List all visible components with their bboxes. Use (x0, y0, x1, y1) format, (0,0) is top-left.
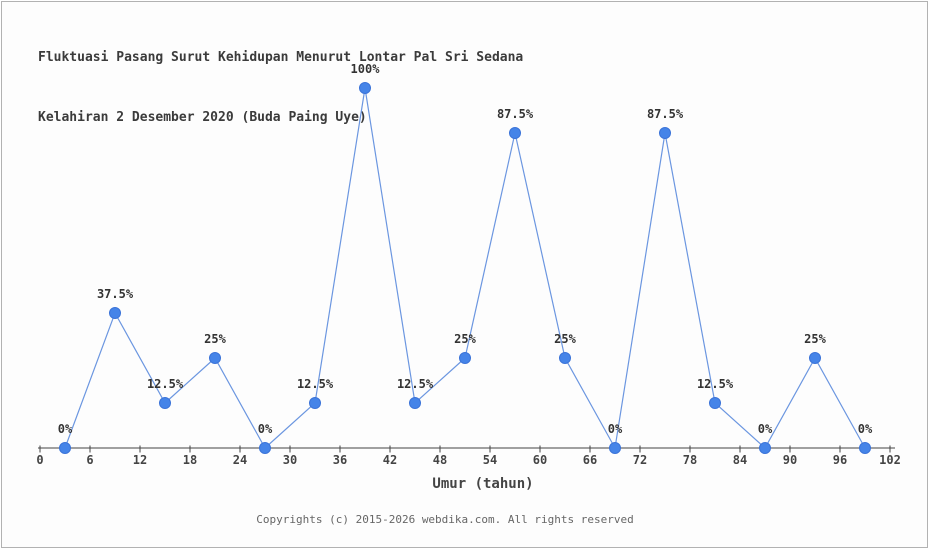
point-label: 0% (258, 422, 273, 436)
data-point (59, 442, 71, 454)
x-tick-label: 0 (36, 453, 43, 467)
chart-title-line2: Kelahiran 2 Desember 2020 (Buda Paing Uy… (38, 110, 367, 125)
copyright-note: Copyrights (c) 2015-2026 webdika.com. Al… (256, 513, 634, 526)
data-point (459, 352, 471, 364)
x-tick-label: 72 (633, 453, 647, 467)
point-label: 87.5% (497, 107, 534, 121)
x-tick-label: 30 (283, 453, 297, 467)
data-point (259, 442, 271, 454)
point-label: 100% (351, 62, 381, 76)
x-tick-label: 48 (433, 453, 447, 467)
chart-title-line1: Fluktuasi Pasang Surut Kehidupan Menurut… (38, 50, 524, 65)
data-point (659, 127, 671, 139)
data-point (359, 82, 371, 94)
data-point (759, 442, 771, 454)
point-label: 12.5% (297, 377, 334, 391)
x-tick-label: 90 (783, 453, 797, 467)
point-label: 37.5% (97, 287, 134, 301)
point-label: 12.5% (397, 377, 434, 391)
x-tick-label: 60 (533, 453, 547, 467)
point-label: 12.5% (697, 377, 734, 391)
x-tick-label: 36 (333, 453, 347, 467)
point-label: 25% (204, 332, 226, 346)
x-tick-label: 96 (833, 453, 847, 467)
data-point (859, 442, 871, 454)
point-label: 25% (554, 332, 576, 346)
x-tick-label: 84 (733, 453, 747, 467)
point-label: 25% (804, 332, 826, 346)
point-label: 0% (608, 422, 623, 436)
x-tick-label: 24 (233, 453, 247, 467)
x-tick-label: 12 (133, 453, 147, 467)
point-label: 12.5% (147, 377, 184, 391)
point-label: 0% (858, 422, 873, 436)
point-label: 25% (454, 332, 476, 346)
point-label: 87.5% (647, 107, 684, 121)
x-tick-label: 6 (86, 453, 93, 467)
x-tick-label: 54 (483, 453, 497, 467)
data-point (209, 352, 221, 364)
x-axis-label: Umur (tahun) (432, 476, 533, 492)
data-point (159, 397, 171, 409)
point-label: 0% (58, 422, 73, 436)
x-tick-label: 42 (383, 453, 397, 467)
chart-title: Fluktuasi Pasang Surut Kehidupan Menurut… (38, 8, 523, 148)
x-tick-label: 18 (183, 453, 197, 467)
data-point (809, 352, 821, 364)
data-point (709, 397, 721, 409)
data-point (109, 307, 121, 319)
x-tick-label: 78 (683, 453, 697, 467)
data-point (309, 397, 321, 409)
data-point (609, 442, 621, 454)
point-label: 0% (758, 422, 773, 436)
x-tick-label: 102 (879, 453, 901, 467)
data-point (559, 352, 571, 364)
x-tick-label: 66 (583, 453, 597, 467)
data-point (509, 127, 521, 139)
trend-line (64, 87, 866, 450)
data-point (409, 397, 421, 409)
